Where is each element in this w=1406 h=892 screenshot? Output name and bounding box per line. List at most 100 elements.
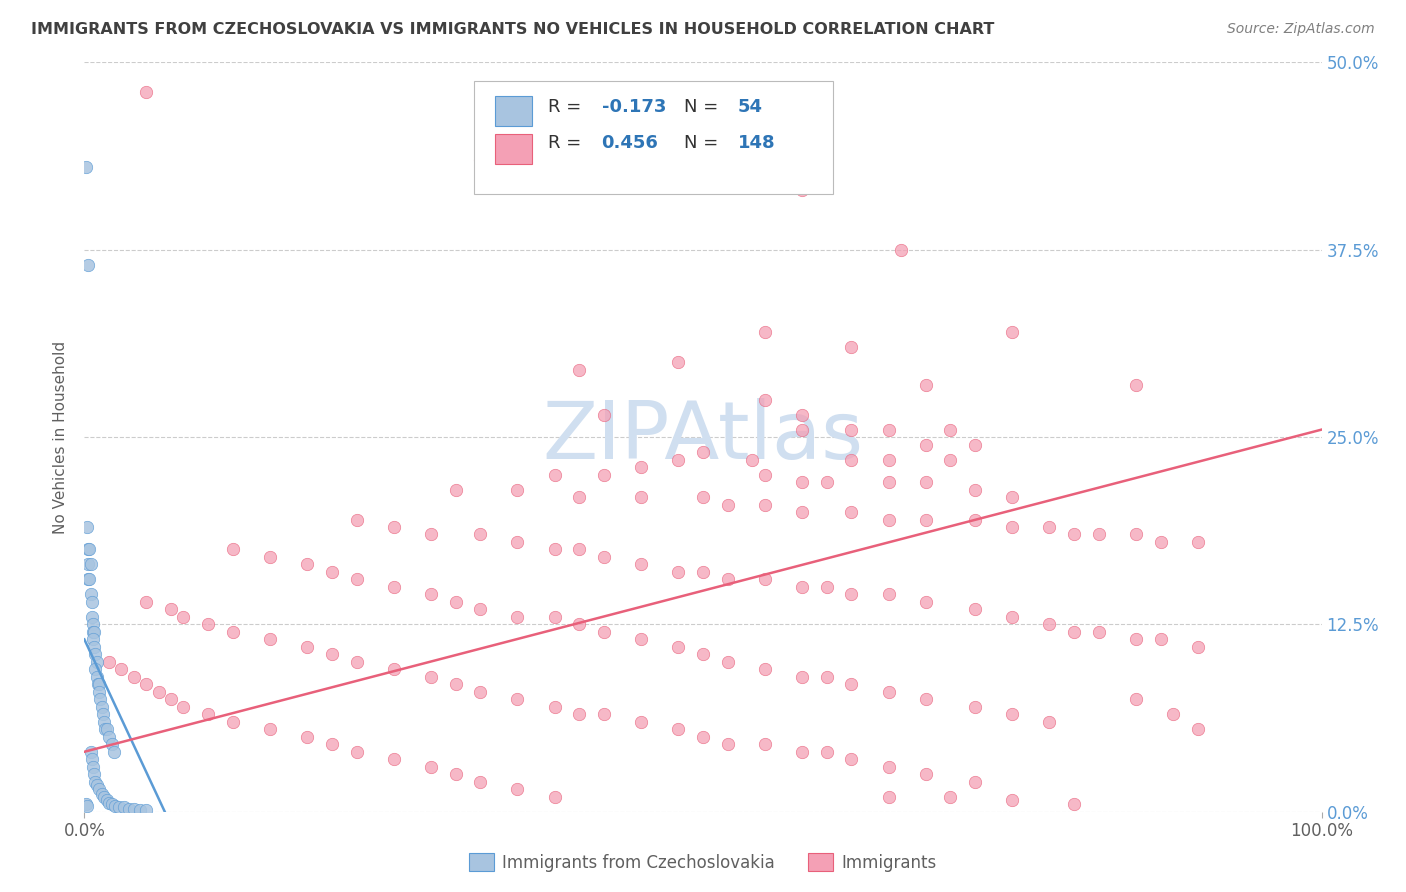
Point: [346, 745, 368, 759]
Point: [815, 580, 838, 594]
Point: [890, 243, 912, 257]
Point: [470, 685, 492, 699]
Point: [568, 617, 591, 632]
Point: [790, 670, 813, 684]
Point: [568, 362, 591, 376]
Point: [965, 602, 987, 616]
Point: [914, 475, 936, 489]
Point: [86, 670, 108, 684]
Point: [77, 573, 100, 587]
Point: [1001, 793, 1024, 807]
Point: [346, 655, 368, 669]
Point: [86, 655, 108, 669]
Point: [90, 787, 112, 801]
Point: [135, 595, 157, 609]
Text: R =: R =: [548, 98, 588, 116]
Text: N =: N =: [685, 135, 724, 153]
Point: [666, 565, 689, 579]
Text: R =: R =: [548, 135, 588, 153]
Point: [172, 610, 194, 624]
Point: [77, 258, 100, 272]
Point: [877, 760, 900, 774]
Point: [1038, 617, 1060, 632]
Point: [1038, 714, 1060, 729]
Point: [1038, 520, 1060, 534]
Point: [75, 161, 97, 175]
Point: [666, 640, 689, 654]
Point: [790, 505, 813, 519]
Point: [79, 745, 101, 759]
Point: [96, 723, 118, 737]
Point: [444, 595, 467, 609]
Point: [593, 467, 616, 482]
Point: [1125, 527, 1147, 541]
Point: [93, 789, 115, 804]
Point: [148, 685, 170, 699]
Point: [630, 558, 652, 572]
Point: [630, 632, 652, 647]
Point: [382, 752, 405, 766]
Point: [506, 483, 529, 497]
Point: [790, 580, 813, 594]
Text: 54: 54: [738, 98, 762, 116]
Point: [692, 730, 714, 744]
Point: [593, 549, 616, 564]
Point: [543, 467, 565, 482]
Point: [841, 340, 863, 354]
FancyBboxPatch shape: [495, 134, 533, 163]
Point: [815, 670, 838, 684]
Point: [965, 699, 987, 714]
Point: [104, 798, 127, 813]
Point: [419, 670, 441, 684]
Point: [1063, 797, 1085, 812]
Point: [1001, 325, 1024, 339]
Text: -0.173: -0.173: [602, 98, 666, 116]
Point: [96, 793, 118, 807]
Point: [692, 565, 714, 579]
Point: [1187, 535, 1209, 549]
Point: [543, 789, 565, 804]
Point: [741, 452, 763, 467]
Point: [568, 707, 591, 722]
Point: [470, 774, 492, 789]
Point: [80, 610, 103, 624]
Point: [83, 640, 105, 654]
Point: [259, 549, 281, 564]
Point: [83, 624, 105, 639]
Point: [89, 677, 111, 691]
Point: [1125, 377, 1147, 392]
Point: [593, 408, 616, 422]
Point: [841, 752, 863, 766]
Text: 148: 148: [738, 135, 775, 153]
Point: [692, 445, 714, 459]
Point: [790, 475, 813, 489]
Point: [89, 692, 111, 706]
Point: [321, 737, 343, 751]
Point: [754, 498, 776, 512]
Point: [419, 527, 441, 541]
Point: [160, 602, 183, 616]
Point: [1088, 624, 1111, 639]
Point: [87, 677, 110, 691]
Point: [877, 452, 900, 467]
Point: [506, 535, 529, 549]
Point: [877, 789, 900, 804]
Point: [84, 774, 107, 789]
Point: [89, 782, 111, 797]
Point: [841, 587, 863, 601]
FancyBboxPatch shape: [495, 96, 533, 126]
Point: [82, 632, 104, 647]
Point: [470, 602, 492, 616]
Point: [914, 512, 936, 526]
Point: [98, 796, 121, 810]
Point: [1150, 632, 1173, 647]
Point: [1001, 610, 1024, 624]
Point: [939, 423, 962, 437]
Point: [259, 723, 281, 737]
Text: IMMIGRANTS FROM CZECHOSLOVAKIA VS IMMIGRANTS NO VEHICLES IN HOUSEHOLD CORRELATIO: IMMIGRANTS FROM CZECHOSLOVAKIA VS IMMIGR…: [31, 22, 994, 37]
Point: [346, 512, 368, 526]
Point: [84, 662, 107, 676]
Point: [841, 452, 863, 467]
Point: [754, 662, 776, 676]
Point: [506, 610, 529, 624]
